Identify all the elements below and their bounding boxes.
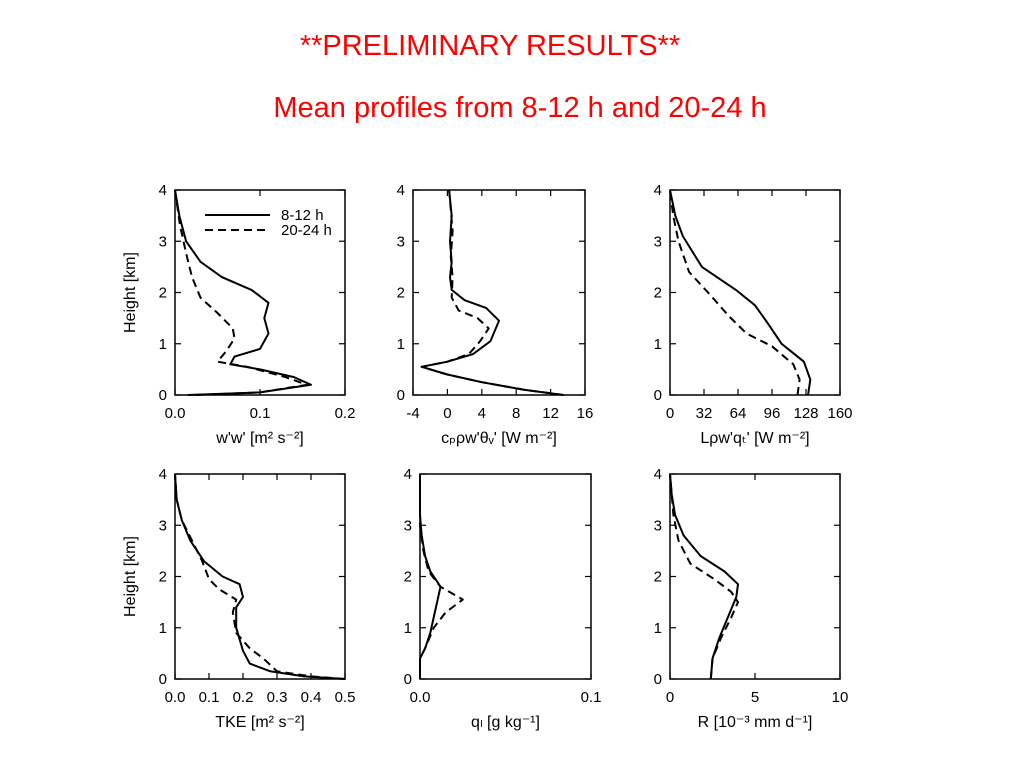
- series-line-dashed: [419, 474, 464, 679]
- series-line-solid: [420, 189, 564, 396]
- x-axis-label: qₗ [g kg⁻¹]: [471, 714, 540, 731]
- page-subtitle: Mean profiles from 8-12 h and 20-24 h: [273, 92, 767, 124]
- y-tick-label: 4: [654, 466, 662, 483]
- y-tick-label: 1: [654, 620, 662, 637]
- y-tick-label: 1: [159, 620, 167, 637]
- y-tick-label: 3: [654, 517, 662, 534]
- y-tick-label: 4: [654, 182, 662, 199]
- y-tick-label: 4: [397, 182, 405, 199]
- series-line-dashed: [174, 473, 346, 680]
- y-tick-label: 0: [654, 387, 662, 404]
- y-tick-label: 1: [654, 336, 662, 353]
- series-line-dashed: [174, 189, 308, 396]
- plot-frame: [174, 473, 346, 680]
- x-tick-label: 0.0: [165, 405, 186, 422]
- y-tick-label: 2: [654, 285, 662, 302]
- y-tick-label: 3: [159, 517, 167, 534]
- chart-6: 0 1 2 3 4 0 5 10 R [10⁻³ mm d⁻¹]: [654, 466, 849, 731]
- x-tick-label: 0.3: [267, 689, 288, 706]
- x-tick-label: 128: [793, 405, 818, 422]
- y-tick-label: 2: [654, 569, 662, 586]
- x-axis-label: R [10⁻³ mm d⁻¹]: [698, 714, 813, 731]
- chart-3: 0 1 2 3 4 0 32 64 96 128 160 Lρw'qₜ' [W m⁻²]: [654, 182, 853, 447]
- x-tick-label: 10: [832, 689, 849, 706]
- x-tick-label: -4: [406, 405, 419, 422]
- x-axis-label: w'w' [m² s⁻²]: [215, 430, 303, 447]
- series-line-dashed: [669, 189, 801, 396]
- y-tick-label: 3: [159, 233, 167, 250]
- series-line-solid: [669, 473, 739, 680]
- y-tick-label: 0: [654, 671, 662, 688]
- x-axis-label: Lρw'qₜ' [W m⁻²]: [700, 430, 809, 447]
- series-line-solid: [174, 189, 312, 396]
- y-tick-label: 4: [159, 182, 167, 199]
- x-tick-label: 16: [577, 405, 594, 422]
- y-tick-label: 0: [159, 671, 167, 688]
- x-tick-label: 0.1: [199, 689, 220, 706]
- y-tick-label: 2: [159, 285, 167, 302]
- x-tick-label: 5: [751, 689, 759, 706]
- chart-4: 0 1 2 3 4 0.0 0.1 0.2 0.3 0.4 0.5 TKE [m² s⁻²] Heigh…: [122, 466, 355, 731]
- series-line-solid: [174, 473, 346, 680]
- chart-5: 0 1 2 3 4 0.0 0.1 qₗ [g kg⁻¹]: [404, 466, 602, 731]
- y-tick-label: 1: [159, 336, 167, 353]
- x-tick-label: 0.5: [335, 689, 356, 706]
- series-line-dashed: [420, 189, 564, 396]
- series-line-solid: [669, 189, 812, 396]
- page-title: **PRELIMINARY RESULTS**: [299, 30, 681, 62]
- plot-frame: [419, 473, 592, 680]
- legend-entry: 20-24 h: [281, 222, 332, 239]
- y-tick-label: 3: [404, 517, 412, 534]
- y-tick-label: 1: [397, 336, 405, 353]
- x-tick-label: 0.0: [410, 689, 431, 706]
- x-tick-label: 0.1: [581, 689, 602, 706]
- x-tick-label: 4: [478, 405, 486, 422]
- y-axis-label: Height [km]: [122, 536, 139, 617]
- x-tick-label: 0.0: [165, 689, 186, 706]
- x-tick-label: 12: [542, 405, 559, 422]
- y-tick-label: 3: [397, 233, 405, 250]
- y-tick-label: 4: [404, 466, 412, 483]
- y-tick-label: 2: [404, 569, 412, 586]
- x-tick-label: 0.2: [233, 689, 254, 706]
- x-tick-label: 0: [666, 689, 674, 706]
- y-tick-label: 0: [159, 387, 167, 404]
- x-tick-label: 8: [512, 405, 520, 422]
- x-tick-label: 0: [443, 405, 451, 422]
- y-tick-label: 2: [159, 569, 167, 586]
- y-tick-label: 4: [159, 466, 167, 483]
- x-tick-label: 0.1: [250, 405, 271, 422]
- chart-1: 0 1 2 3 4 0.0 0.1 0.2 w'w' [m² s⁻²] Height [km] 8-…: [122, 182, 355, 447]
- y-tick-label: 0: [397, 387, 405, 404]
- plot-frame: [669, 473, 841, 680]
- series-line-dashed: [669, 473, 739, 680]
- x-tick-label: 160: [827, 405, 852, 422]
- x-tick-label: 64: [730, 405, 747, 422]
- y-tick-label: 0: [404, 671, 412, 688]
- x-axis-label: cₚρw'θᵥ' [W m⁻²]: [441, 430, 557, 447]
- y-tick-label: 3: [654, 233, 662, 250]
- plot-frame: [669, 189, 841, 396]
- x-tick-label: 0: [666, 405, 674, 422]
- y-tick-label: 1: [404, 620, 412, 637]
- x-tick-label: 0.2: [335, 405, 356, 422]
- x-tick-label: 0.4: [301, 689, 322, 706]
- y-tick-label: 2: [397, 285, 405, 302]
- y-axis-label: Height [km]: [122, 252, 139, 333]
- x-axis-label: TKE [m² s⁻²]: [215, 714, 304, 731]
- x-tick-label: 96: [764, 405, 781, 422]
- x-tick-label: 32: [696, 405, 713, 422]
- legend-entry: 8-12 h: [281, 207, 324, 224]
